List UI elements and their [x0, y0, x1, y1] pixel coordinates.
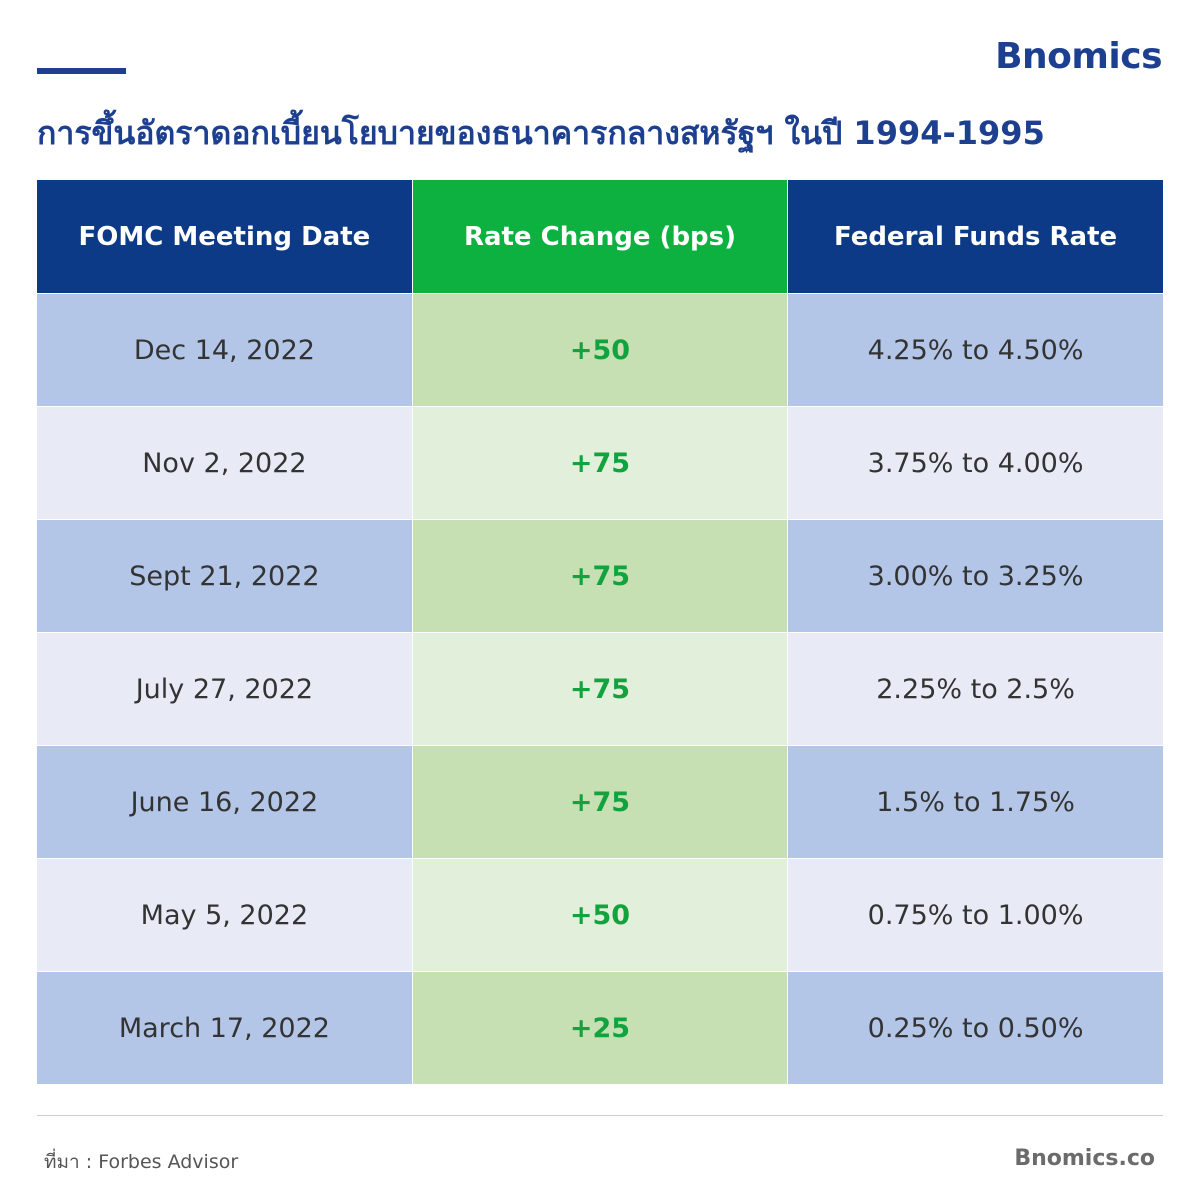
footer-divider — [37, 1115, 1163, 1116]
page-title: การขึ้นอัตราดอกเบี้ยนโยบายของธนาคารกลางส… — [37, 114, 1045, 152]
cell-fed-funds-rate: 3.00% to 3.25% — [787, 519, 1163, 633]
cell-date: Sept 21, 2022 — [37, 519, 413, 633]
table-header-row: FOMC Meeting Date Rate Change (bps) Fede… — [37, 180, 1163, 294]
source-note: ที่มา : Forbes Advisor — [44, 1151, 239, 1173]
cell-date: May 5, 2022 — [37, 858, 413, 972]
cell-fed-funds-rate: 0.25% to 0.50% — [787, 971, 1163, 1084]
cell-rate-change: +25 — [411, 971, 788, 1084]
site-url: Bnomics.co — [1014, 1146, 1155, 1171]
table-row: May 5, 2022 +50 0.75% to 1.00% — [37, 858, 1163, 972]
cell-rate-change: +75 — [411, 632, 788, 746]
cell-fed-funds-rate: 1.5% to 1.75% — [787, 745, 1163, 859]
accent-bar — [37, 68, 126, 74]
table-row: June 16, 2022 +75 1.5% to 1.75% — [37, 745, 1163, 859]
cell-rate-change: +50 — [411, 293, 788, 407]
cell-date: July 27, 2022 — [37, 632, 413, 746]
cell-rate-change: +75 — [411, 519, 788, 633]
cell-fed-funds-rate: 0.75% to 1.00% — [787, 858, 1163, 972]
cell-rate-change: +75 — [411, 745, 788, 859]
table-row: Sept 21, 2022 +75 3.00% to 3.25% — [37, 519, 1163, 633]
table-row: July 27, 2022 +75 2.25% to 2.5% — [37, 632, 1163, 746]
column-header-date: FOMC Meeting Date — [37, 180, 413, 294]
brand-logo: Bnomics — [995, 36, 1162, 77]
cell-fed-funds-rate: 2.25% to 2.5% — [787, 632, 1163, 746]
cell-date: Dec 14, 2022 — [37, 293, 413, 407]
column-header-rate-change: Rate Change (bps) — [411, 180, 788, 294]
cell-rate-change: +50 — [411, 858, 788, 972]
cell-date: Nov 2, 2022 — [37, 406, 413, 520]
rate-table: FOMC Meeting Date Rate Change (bps) Fede… — [37, 180, 1163, 1084]
cell-fed-funds-rate: 3.75% to 4.00% — [787, 406, 1163, 520]
column-header-fed-funds-rate: Federal Funds Rate — [787, 180, 1163, 294]
table-row: March 17, 2022 +25 0.25% to 0.50% — [37, 971, 1163, 1084]
cell-fed-funds-rate: 4.25% to 4.50% — [787, 293, 1163, 407]
cell-date: March 17, 2022 — [37, 971, 413, 1084]
cell-date: June 16, 2022 — [37, 745, 413, 859]
table-row: Dec 14, 2022 +50 4.25% to 4.50% — [37, 293, 1163, 407]
table-row: Nov 2, 2022 +75 3.75% to 4.00% — [37, 406, 1163, 520]
cell-rate-change: +75 — [411, 406, 788, 520]
